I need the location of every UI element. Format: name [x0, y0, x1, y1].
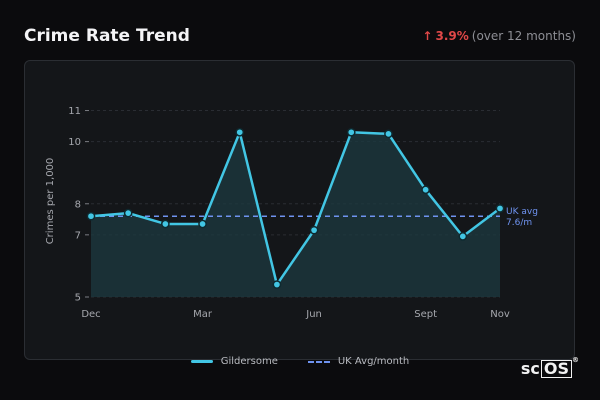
legend-swatch-avg	[307, 360, 330, 363]
y-tick-label: 11	[68, 106, 81, 117]
legend: Gildersome UK Avg/month	[0, 356, 600, 367]
data-point[interactable]	[384, 129, 393, 139]
data-points	[86, 127, 505, 289]
y-tick-label: 7	[75, 230, 81, 241]
brand-logo: sc OS ®	[520, 356, 579, 378]
legend-item-avg[interactable]: UK Avg/month	[307, 356, 410, 367]
series-area	[91, 132, 500, 297]
legend-label-series: Gildersome	[220, 356, 278, 367]
data-point[interactable]	[421, 185, 430, 195]
y-tick-label: 10	[68, 137, 81, 148]
x-tick-label: Dec	[81, 309, 100, 320]
x-tick-label: Nov	[490, 309, 510, 320]
data-point[interactable]	[198, 219, 207, 229]
data-point[interactable]	[272, 280, 282, 289]
data-point[interactable]	[346, 127, 356, 137]
y-axis-title: Crimes per 1,000	[45, 158, 56, 245]
brand-prefix: sc	[520, 359, 540, 378]
legend-swatch-series	[190, 360, 213, 363]
legend-item-series[interactable]: Gildersome	[190, 356, 278, 367]
chart-title: Crime Rate Trend	[24, 26, 190, 46]
uk-avg-annotation-label: UK avg	[506, 207, 538, 217]
data-point[interactable]	[495, 204, 505, 213]
data-point[interactable]	[309, 225, 319, 235]
brand-boxed: OS	[540, 359, 572, 378]
change-indicator: ↑ 3.9% (over 12 months)	[422, 29, 576, 43]
x-axis-ticks: Dec Mar Jun Sept Nov	[81, 309, 510, 320]
x-tick-label: Mar	[193, 309, 213, 320]
x-tick-label: Jun	[305, 309, 322, 320]
up-arrow-icon: ↑	[422, 29, 433, 43]
data-point[interactable]	[161, 219, 170, 229]
change-period: (over 12 months)	[471, 29, 576, 43]
data-point[interactable]	[235, 127, 245, 137]
data-point[interactable]	[123, 208, 133, 218]
y-tick-label: 5	[75, 293, 81, 304]
uk-avg-annotation-value: 7.6/m	[506, 218, 532, 228]
data-point[interactable]	[86, 211, 96, 221]
y-tick-label: 8	[75, 199, 81, 210]
legend-label-avg: UK Avg/month	[337, 356, 410, 367]
change-value: 3.9%	[435, 29, 469, 43]
series-line-gildersome	[90, 131, 501, 286]
y-axis-ticks: 5 7 8 10 11	[68, 106, 89, 304]
data-point[interactable]	[458, 232, 468, 241]
brand-registered-mark: ®	[572, 356, 579, 364]
chart-panel	[24, 60, 575, 360]
x-tick-label: Sept	[414, 309, 437, 320]
